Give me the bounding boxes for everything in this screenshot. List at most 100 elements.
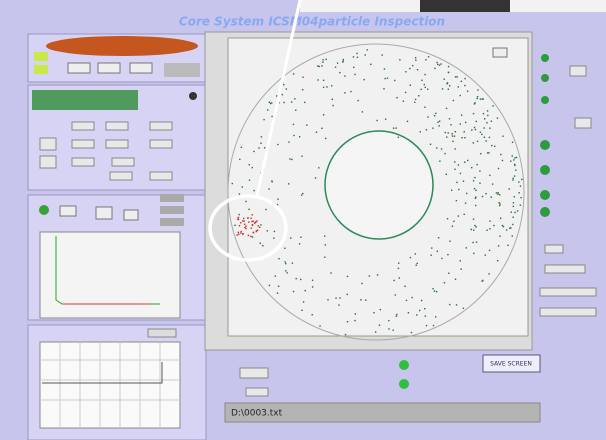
particle <box>473 252 475 255</box>
particle <box>485 192 487 195</box>
particle <box>441 88 444 90</box>
particle <box>457 164 460 166</box>
particle <box>512 205 515 208</box>
particle <box>499 204 501 207</box>
particle <box>276 203 279 206</box>
particle <box>273 237 275 239</box>
toggle[interactable] <box>34 52 48 61</box>
particle <box>322 59 324 61</box>
particle <box>475 226 477 228</box>
particle <box>386 77 389 79</box>
particle <box>497 167 500 170</box>
particle <box>301 155 303 157</box>
particle <box>292 123 295 126</box>
particle <box>414 98 417 101</box>
particle <box>288 183 290 185</box>
particle <box>394 79 396 82</box>
particle <box>292 290 295 293</box>
particle <box>514 211 516 214</box>
particle <box>324 256 326 258</box>
button[interactable] <box>97 62 121 74</box>
particle <box>277 285 280 287</box>
particle <box>324 244 327 246</box>
particle <box>266 230 268 232</box>
particle <box>490 120 493 122</box>
particle <box>415 59 417 61</box>
particle <box>285 270 287 272</box>
button[interactable] <box>123 209 139 221</box>
particle <box>498 202 500 204</box>
particle <box>473 229 475 231</box>
button[interactable] <box>129 62 153 74</box>
particle <box>384 77 386 80</box>
particle <box>306 124 308 126</box>
button[interactable] <box>95 206 113 220</box>
particle <box>489 228 491 230</box>
waveform-plot <box>39 341 181 429</box>
led <box>189 92 197 100</box>
particle <box>255 230 257 233</box>
particle <box>475 189 477 192</box>
particle <box>397 136 400 138</box>
particle <box>285 88 288 90</box>
button[interactable] <box>67 62 91 74</box>
particle <box>450 124 452 126</box>
field <box>59 205 77 217</box>
save-button[interactable] <box>482 354 541 373</box>
particle <box>247 234 250 237</box>
particle <box>277 143 279 146</box>
particle <box>427 88 429 90</box>
particle <box>322 61 324 63</box>
particle <box>260 142 262 144</box>
particle <box>433 115 436 117</box>
particle <box>438 64 441 66</box>
button[interactable] <box>492 47 508 58</box>
particle <box>497 193 499 196</box>
particle <box>512 216 514 218</box>
particle <box>354 313 357 315</box>
particle <box>515 156 518 159</box>
particle <box>376 274 379 276</box>
particle <box>463 213 465 216</box>
particle <box>409 256 412 259</box>
field <box>160 218 184 226</box>
particle <box>460 80 463 83</box>
particle <box>440 63 442 65</box>
particle <box>418 309 421 312</box>
particle <box>448 118 451 120</box>
particle <box>488 136 491 139</box>
start-button[interactable] <box>32 90 138 110</box>
particle <box>456 76 458 78</box>
particle <box>409 84 411 86</box>
particle <box>457 215 460 217</box>
particle <box>443 78 445 80</box>
particle <box>318 167 320 169</box>
particle <box>311 314 313 316</box>
particle <box>346 275 349 278</box>
particle <box>263 118 265 121</box>
particle <box>238 213 240 216</box>
particle <box>513 196 516 198</box>
particle <box>250 217 252 219</box>
particle <box>438 125 440 127</box>
particle <box>364 299 367 301</box>
particle <box>356 56 359 59</box>
particle <box>464 136 466 139</box>
particle <box>477 89 479 91</box>
particle <box>295 277 297 280</box>
particle <box>258 226 261 229</box>
particle <box>432 324 435 327</box>
particle <box>488 152 490 154</box>
particle <box>414 57 417 59</box>
dropdown[interactable] <box>147 328 177 338</box>
particle <box>514 157 516 159</box>
particle <box>265 208 267 211</box>
particle <box>342 61 344 63</box>
particle <box>511 155 513 157</box>
particle <box>513 163 516 166</box>
toggle[interactable] <box>34 65 48 74</box>
particle <box>322 114 325 116</box>
particle <box>322 79 325 82</box>
particle <box>495 192 498 194</box>
